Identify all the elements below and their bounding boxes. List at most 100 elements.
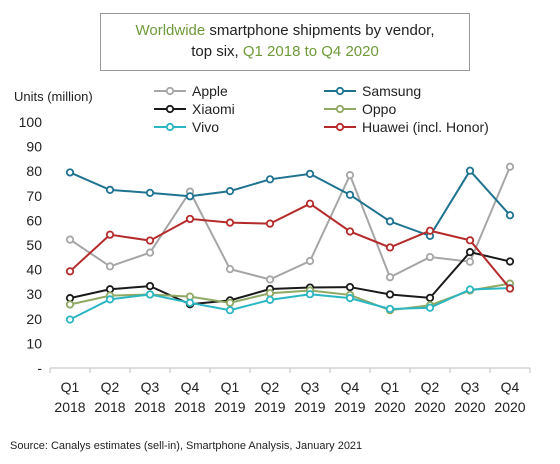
data-point — [465, 166, 475, 175]
legend-swatch-marker — [165, 104, 175, 114]
x-tick-label-quarter: Q2 — [101, 379, 120, 395]
data-point — [105, 230, 115, 239]
data-point — [225, 218, 235, 227]
data-point — [385, 217, 395, 226]
data-point — [105, 295, 115, 304]
legend-label: Apple — [192, 83, 228, 99]
data-point — [225, 187, 235, 196]
data-point — [65, 294, 75, 303]
data-point — [425, 293, 435, 302]
y-tick-label: 100 — [19, 114, 43, 130]
legend: Apple Samsung Xiaomi Oppo Vivo Huawei (incl. … — [154, 83, 489, 135]
data-point — [185, 298, 195, 307]
data-point — [145, 290, 155, 299]
title-highlight-period: Q1 2018 to Q4 2020 — [242, 43, 379, 60]
legend-swatch-marker — [165, 86, 175, 96]
data-point — [345, 190, 355, 199]
data-point — [305, 256, 315, 266]
data-point — [385, 243, 395, 252]
data-point — [505, 211, 515, 220]
data-point — [505, 257, 515, 266]
data-point — [265, 175, 275, 184]
y-tick-label: 20 — [26, 311, 42, 327]
data-point — [145, 248, 155, 257]
x-tick-label-year: 2019 — [214, 399, 245, 415]
data-point — [305, 290, 315, 299]
data-point — [265, 275, 275, 284]
x-tick-label-year: 2020 — [414, 399, 445, 415]
x-tick-label-year: 2018 — [174, 399, 205, 415]
y-tick-label: 60 — [26, 212, 42, 228]
x-tick-label-quarter: Q4 — [341, 379, 360, 395]
data-point — [345, 282, 355, 292]
data-point — [65, 267, 75, 276]
y-tick-label: 30 — [26, 286, 42, 302]
x-tick-labels: Q1 2018 Q2 2018 Q3 2018 Q4 2018 Q1 2019 Q2 2019 Q3 20… — [54, 379, 525, 415]
data-point — [505, 162, 515, 171]
data-point — [305, 169, 315, 179]
legend-swatch-marker — [165, 122, 175, 132]
chart-title: Worldwide smartphone shipments by vendor… — [100, 13, 470, 71]
y-tick-label: 40 — [26, 262, 42, 278]
x-tick-label-year: 2018 — [54, 399, 85, 415]
legend-label: Vivo — [192, 119, 219, 135]
data-point — [265, 289, 275, 298]
x-tick-label-year: 2019 — [254, 399, 285, 415]
data-point — [265, 219, 275, 228]
series-line-4 — [69, 287, 511, 321]
y-tick-label: - — [37, 360, 42, 376]
y-tick-label: 50 — [26, 237, 42, 253]
y-tick-label: 80 — [26, 163, 42, 179]
data-point — [225, 306, 235, 315]
data-point — [65, 168, 75, 177]
series-line-1 — [69, 169, 511, 238]
x-tick-label-quarter: Q3 — [141, 379, 160, 395]
legend-label: Samsung — [362, 83, 421, 99]
legend-label: Xiaomi — [192, 101, 235, 117]
series-line-0 — [69, 166, 511, 281]
data-point — [225, 298, 235, 307]
data-point — [105, 285, 115, 294]
data-point — [385, 290, 395, 299]
x-tick-label-year: 2020 — [374, 399, 405, 415]
x-tick-label-year: 2018 — [94, 399, 125, 415]
series-line-5 — [69, 202, 511, 290]
data-point — [105, 185, 115, 194]
data-point — [465, 248, 475, 257]
series-lines — [65, 162, 515, 324]
data-point — [145, 281, 155, 291]
x-tick-label-year: 2018 — [134, 399, 165, 415]
series-line-2 — [69, 251, 511, 306]
x-tick-label-quarter: Q2 — [421, 379, 440, 395]
legend-swatch-marker — [335, 122, 345, 132]
data-point — [465, 285, 475, 294]
legend-swatch-marker — [335, 104, 345, 114]
data-point — [65, 315, 75, 324]
x-tick-label-year: 2019 — [334, 399, 365, 415]
x-tick-label-year: 2020 — [494, 399, 525, 415]
data-point — [385, 304, 395, 314]
data-point — [425, 226, 435, 235]
x-tick-label-year: 2019 — [294, 399, 325, 415]
x-tick-label-quarter: Q4 — [181, 379, 200, 395]
data-point — [345, 227, 355, 236]
data-point — [345, 294, 355, 303]
data-point — [185, 214, 195, 224]
legend-label: Huawei (incl. Honor) — [362, 119, 489, 135]
data-point — [145, 188, 155, 197]
data-point — [465, 257, 475, 266]
data-point — [505, 284, 515, 293]
title-text-2: top six, — [191, 43, 243, 60]
x-tick-label-quarter: Q1 — [381, 379, 400, 395]
axes — [49, 367, 531, 373]
x-tick-label-quarter: Q3 — [461, 379, 480, 395]
y-tick-label: 10 — [26, 335, 42, 351]
x-tick-label-quarter: Q4 — [501, 379, 520, 395]
y-tick-label: 90 — [26, 139, 42, 155]
x-tick-label-year: 2020 — [454, 399, 485, 415]
title-highlight-worldwide: Worldwide — [135, 22, 206, 39]
y-tick-label: 70 — [26, 188, 42, 204]
data-point — [425, 252, 435, 262]
x-tick-label-quarter: Q1 — [61, 379, 80, 395]
